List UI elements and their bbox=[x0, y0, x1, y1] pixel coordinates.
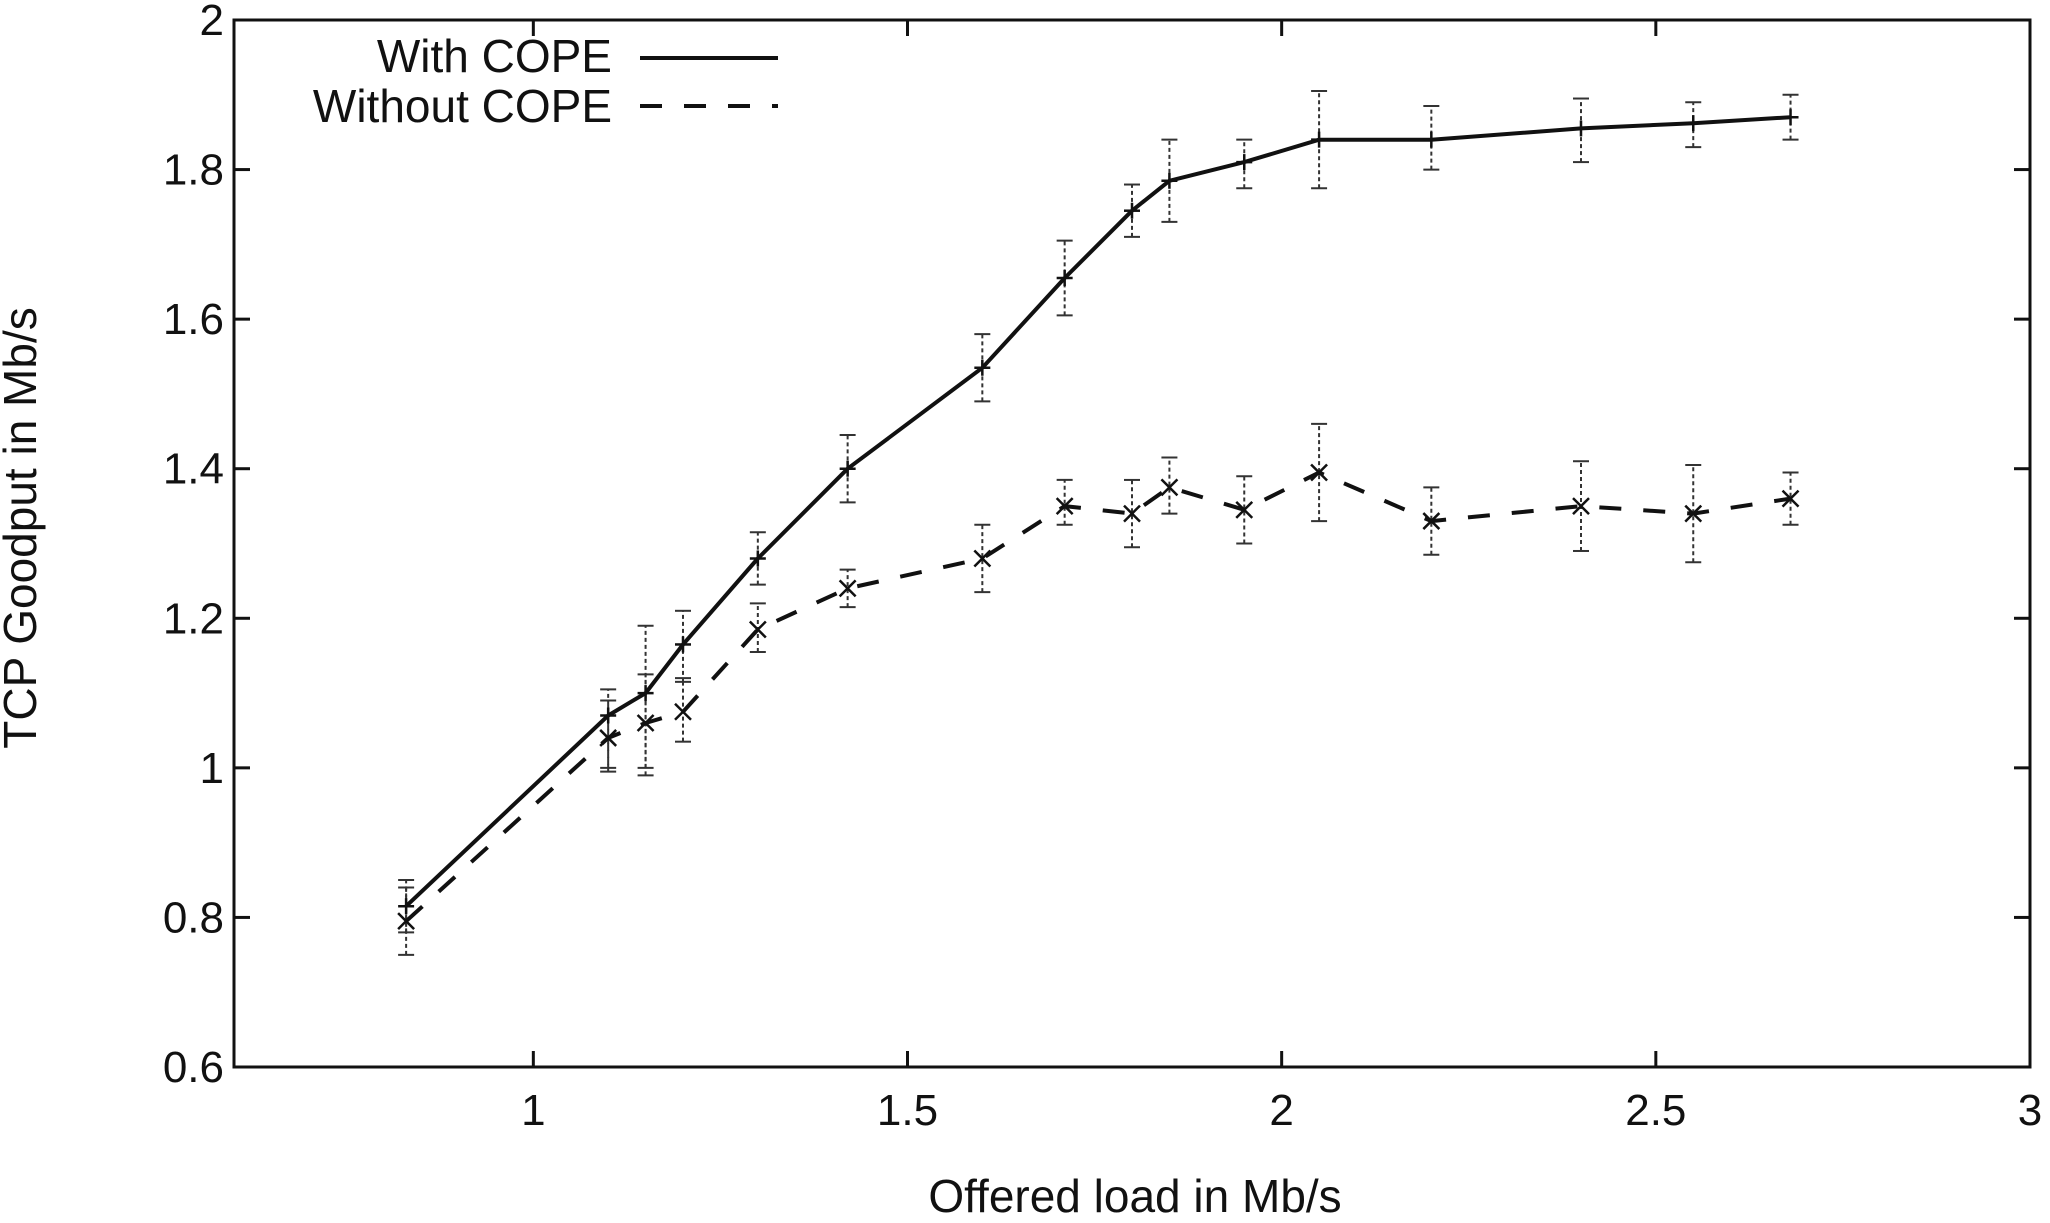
data-point-with-cope bbox=[1685, 115, 1702, 132]
marker-stroke bbox=[1572, 497, 1590, 515]
data-point-without-cope bbox=[1055, 497, 1074, 515]
data-point-with-cope bbox=[1311, 131, 1328, 148]
data-point-without-cope bbox=[1123, 504, 1141, 523]
marker-stroke bbox=[1123, 504, 1141, 523]
data-point-with-cope bbox=[1161, 172, 1178, 189]
data-point-with-cope bbox=[749, 550, 766, 567]
y-tick-label: 0.6 bbox=[163, 1043, 224, 1092]
data-point-without-cope bbox=[1781, 489, 1800, 508]
y-tick-label: 1 bbox=[200, 744, 224, 793]
x-axis-label: Offered load in Mb/s bbox=[928, 1170, 1341, 1222]
plot-frame-layer bbox=[232, 18, 2032, 1069]
y-tick-label: 1.2 bbox=[163, 594, 224, 643]
y-axis-label: TCP Goodput in Mb/s bbox=[0, 307, 46, 748]
data-point-without-cope bbox=[973, 549, 992, 568]
data-point-with-cope bbox=[1423, 131, 1440, 148]
y-tick-label: 1.4 bbox=[163, 445, 224, 494]
y-tick-label: 2 bbox=[200, 0, 224, 45]
series-line-with-cope bbox=[404, 115, 1791, 908]
marker-layer bbox=[397, 109, 1800, 931]
data-point-without-cope bbox=[674, 702, 692, 721]
x-tick-label: 3 bbox=[2018, 1086, 2042, 1135]
data-point-with-cope bbox=[637, 685, 654, 702]
series-line-without-cope bbox=[404, 470, 1791, 923]
data-point-without-cope bbox=[1422, 512, 1441, 530]
marker-stroke bbox=[973, 549, 992, 568]
data-point-without-cope bbox=[1235, 500, 1254, 519]
data-point-without-cope bbox=[1160, 478, 1179, 497]
data-point-with-cope bbox=[1124, 202, 1140, 219]
series-layer bbox=[404, 115, 1791, 923]
data-point-with-cope bbox=[1573, 120, 1589, 137]
y-tick-label: 1.6 bbox=[163, 295, 224, 344]
marker-stroke bbox=[599, 729, 618, 747]
data-point-without-cope bbox=[1310, 463, 1328, 482]
marker-stroke bbox=[748, 620, 767, 639]
data-point-without-cope bbox=[599, 729, 618, 747]
data-point-with-cope bbox=[974, 359, 991, 376]
data-point-with-cope bbox=[839, 460, 856, 477]
marker-stroke bbox=[1422, 512, 1441, 530]
marker-stroke bbox=[1160, 478, 1179, 497]
marker-stroke bbox=[1055, 497, 1074, 515]
data-point-with-cope bbox=[675, 636, 691, 653]
data-point-with-cope bbox=[1782, 109, 1799, 126]
marker-stroke bbox=[674, 702, 692, 721]
x-tick-label: 1.5 bbox=[877, 1086, 938, 1135]
marker-stroke bbox=[1310, 463, 1328, 482]
marker-stroke bbox=[397, 912, 416, 931]
y-tick-label: 0.8 bbox=[163, 893, 224, 942]
data-point-with-cope bbox=[600, 707, 617, 724]
legend-label-with-cope: With COPE bbox=[377, 30, 612, 82]
marker-stroke bbox=[1235, 500, 1254, 519]
data-point-with-cope bbox=[1056, 270, 1073, 287]
errorbar-layer bbox=[398, 90, 1799, 956]
marker-stroke bbox=[838, 579, 857, 598]
x-tick-label: 2 bbox=[1269, 1086, 1293, 1135]
data-point-without-cope bbox=[1572, 497, 1590, 515]
data-point-without-cope bbox=[397, 912, 416, 931]
data-point-without-cope bbox=[1684, 504, 1703, 523]
legend: With COPE Without COPE bbox=[313, 30, 778, 132]
legend-label-without-cope: Without COPE bbox=[313, 80, 612, 132]
ticks-layer: 1 1.5 2 2.5 3 0.6 0.8 1 1.2 1.4 1.6 1.8 2 bbox=[163, 0, 2042, 1135]
plot-area-frame bbox=[232, 18, 2032, 1069]
marker-stroke bbox=[636, 714, 655, 732]
data-point-with-cope bbox=[1236, 154, 1253, 171]
data-point-without-cope bbox=[748, 620, 767, 639]
marker-stroke bbox=[1684, 504, 1703, 523]
x-tick-label: 1 bbox=[521, 1086, 545, 1135]
data-point-without-cope bbox=[838, 579, 857, 598]
data-point-without-cope bbox=[636, 714, 655, 732]
marker-stroke bbox=[1781, 489, 1800, 508]
x-tick-label: 2.5 bbox=[1625, 1086, 1686, 1135]
data-point-with-cope bbox=[398, 898, 415, 915]
y-tick-label: 1.8 bbox=[163, 146, 224, 195]
